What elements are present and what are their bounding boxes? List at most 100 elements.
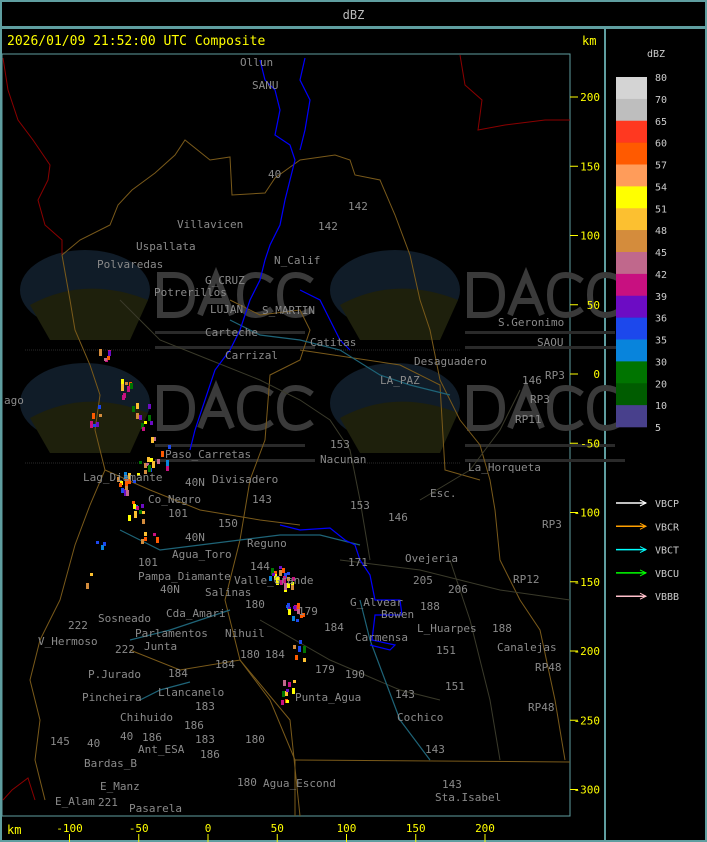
echo-cell <box>139 510 142 514</box>
echo-cell <box>151 437 154 443</box>
radar-echoes <box>86 349 306 705</box>
place-label: E_Alam <box>55 795 95 808</box>
place-label: 40 <box>120 730 133 743</box>
place-label: 184 <box>215 658 235 671</box>
y-unit-label: km <box>582 34 597 48</box>
echo-cell <box>146 463 149 466</box>
arrowhead-icon <box>639 499 648 507</box>
legend-value: 20 <box>655 379 667 390</box>
legend-swatch <box>616 339 647 362</box>
x-tick-label: -50 <box>129 822 149 835</box>
dacc-brand-lettering <box>467 266 624 319</box>
place-label: 188 <box>420 600 440 613</box>
watermarks <box>20 250 625 464</box>
place-label: 190 <box>345 668 365 681</box>
place-label: 184 <box>324 621 344 634</box>
place-label: Desaguadero <box>414 355 487 368</box>
echo-cell <box>134 511 137 518</box>
y-tick-label: 200 <box>580 91 600 104</box>
echo-cell <box>161 451 164 457</box>
place-label: Punta_Agua <box>295 691 361 704</box>
echo-cell <box>90 573 93 576</box>
place-label: 153 <box>330 438 350 451</box>
echo-cell <box>272 573 275 576</box>
track-label: VBBB <box>655 592 679 603</box>
place-label: 186 <box>142 731 162 744</box>
y-tick-label: 100 <box>580 230 600 243</box>
y-tick-label: -100 <box>574 507 601 520</box>
echo-cell <box>285 691 288 696</box>
legend-value: 39 <box>655 292 667 303</box>
place-label: 143 <box>395 688 415 701</box>
place-label: 180 <box>245 598 265 611</box>
legend-value: 35 <box>655 336 667 347</box>
place-label: Catitas <box>310 336 356 349</box>
watermark-line2-mark <box>155 459 315 462</box>
echo-cell <box>144 421 147 424</box>
echo-cell <box>99 349 102 356</box>
place-label: Canalejas <box>497 641 557 654</box>
echo-cell <box>276 580 279 585</box>
echo-cell <box>288 609 291 615</box>
echo-cell <box>303 658 306 662</box>
echo-cell <box>276 576 279 581</box>
legend-swatch <box>616 120 647 143</box>
track-label: VBCP <box>655 499 679 510</box>
legend-swatch <box>616 252 647 275</box>
arrowhead-icon <box>639 569 648 577</box>
place-label: Nacunan <box>320 453 366 466</box>
echo-cell <box>288 682 291 687</box>
echo-cell <box>117 477 120 482</box>
arrowhead-icon <box>639 522 648 530</box>
echo-cell <box>297 609 300 614</box>
place-label: Co_Negro <box>148 493 201 506</box>
place-label: 184 <box>168 667 188 680</box>
place-label: 171 <box>348 556 368 569</box>
echo-cell <box>148 404 151 409</box>
legend-swatch <box>616 383 647 406</box>
echo-cell <box>283 576 286 583</box>
place-label: 40N <box>185 531 205 544</box>
legend-swatch <box>616 186 647 209</box>
echo-cell <box>150 421 153 425</box>
legend-swatch <box>616 77 647 100</box>
place-label: 151 <box>436 644 456 657</box>
x-tick-label: 200 <box>475 822 495 835</box>
echo-cell <box>104 358 107 361</box>
echo-cell <box>141 423 144 429</box>
place-label: Reguno <box>247 537 287 550</box>
rivers <box>119 319 451 761</box>
y-tick-label: -150 <box>574 576 601 589</box>
legend-value: 60 <box>655 139 667 150</box>
echo-cell <box>284 573 287 578</box>
dacc-logo-leaf <box>30 288 148 340</box>
echo-cell <box>157 459 160 464</box>
place-label: RP3 <box>545 369 565 382</box>
echo-cell <box>98 405 101 409</box>
borders <box>2 54 571 817</box>
place-label: 145 <box>50 735 70 748</box>
timestamp: 2026/01/09 21:52:00 UTC Composite <box>7 34 266 49</box>
echo-cell <box>107 356 110 360</box>
legend-title: dBZ <box>647 49 665 60</box>
dacc-watermark <box>20 363 315 464</box>
legend-swatch <box>616 98 647 122</box>
place-label: 180 <box>245 733 265 746</box>
legend-swatch <box>616 142 647 165</box>
echo-cell <box>166 460 169 466</box>
place-label: Lag_Diamante <box>83 471 162 484</box>
place-label: Agua_Escond <box>263 777 336 790</box>
legend-value: 45 <box>655 248 667 259</box>
place-label: La_Horqueta <box>468 461 541 474</box>
place-label: Carmensa <box>355 631 408 644</box>
place-label: Valle_Grande <box>234 574 313 587</box>
legend-value: 36 <box>655 314 667 325</box>
place-label: Llancanelo <box>158 686 224 699</box>
dbz-legend: dBZ 80 70 65 60 57 54 51 48 45 42 39 36 35 30 20 10 5 VBCP… <box>616 49 680 603</box>
echo-cell <box>150 458 153 462</box>
echo-cell <box>291 585 294 590</box>
watermark-line1-mark <box>155 444 305 447</box>
legend-value: 30 <box>655 357 667 368</box>
y-tick-label: -250 <box>574 714 601 727</box>
